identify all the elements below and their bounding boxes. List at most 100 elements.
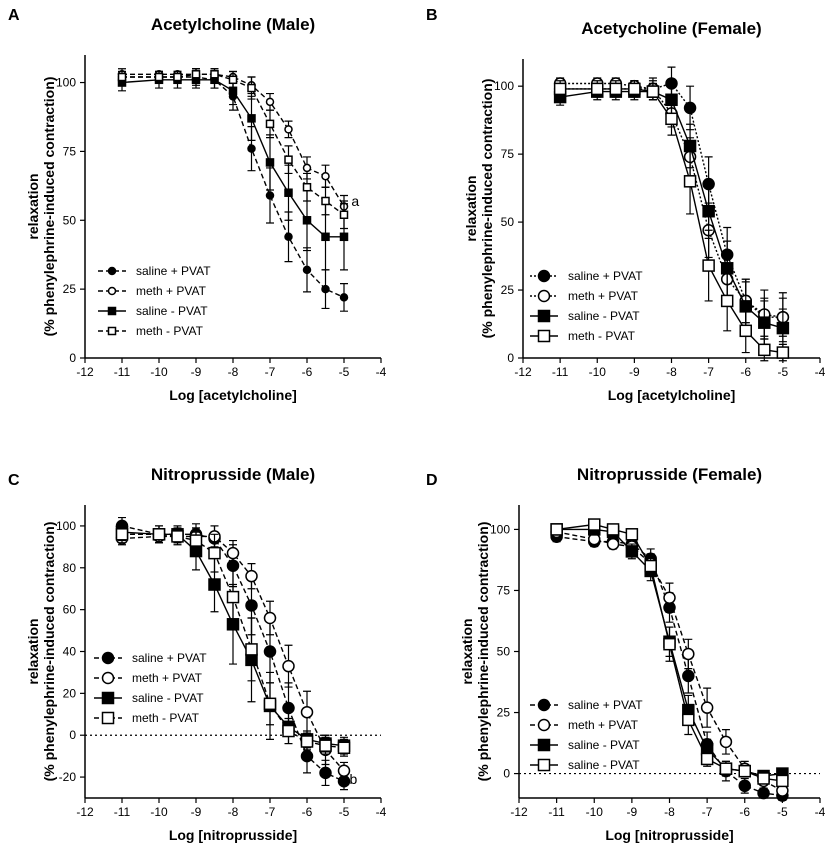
x-tick-label: -8	[228, 805, 239, 819]
data-point	[321, 171, 330, 181]
data-point	[191, 70, 201, 79]
y-tick-label: 20	[63, 686, 77, 700]
data-point	[247, 144, 256, 153]
x-tick-label: -7	[702, 805, 713, 819]
y-tick-label: 100	[490, 522, 510, 536]
x-tick-label: -12	[76, 805, 94, 819]
data-point	[154, 72, 164, 82]
data-point	[682, 669, 695, 683]
y-axis-label-line1: relaxation	[463, 175, 479, 241]
data-point	[700, 752, 714, 766]
data-point	[663, 591, 676, 605]
legend-label: saline + PVAT	[568, 269, 643, 283]
y-tick-label: 75	[497, 583, 511, 597]
y-tick-label: 50	[501, 215, 515, 229]
data-point	[300, 735, 314, 748]
data-point	[757, 786, 770, 800]
x-tick-label: -7	[265, 805, 276, 819]
data-point	[646, 85, 660, 98]
series-saline-pvat-2	[117, 70, 349, 271]
legend-label: meth - PVAT	[568, 329, 636, 343]
y-tick-label: 0	[507, 351, 514, 365]
data-point	[319, 739, 332, 752]
x-tick-label: -4	[376, 805, 387, 819]
legend-marker	[101, 691, 115, 705]
x-tick-label: -11	[552, 365, 569, 379]
data-point	[337, 764, 351, 778]
y-tick-label: 60	[63, 603, 77, 617]
x-tick-label: -9	[191, 805, 202, 819]
legend-marker	[537, 758, 551, 772]
legend-marker	[537, 698, 551, 712]
data-point	[208, 578, 221, 591]
data-point	[339, 293, 349, 302]
legend-label: meth + PVAT	[568, 289, 639, 303]
legend-label: saline + PVAT	[136, 264, 211, 278]
y-tick-label: 100	[494, 79, 514, 93]
y-tick-label: 25	[501, 283, 515, 297]
x-tick-label: -5	[339, 805, 350, 819]
data-point	[758, 343, 771, 357]
legend-label: saline + PVAT	[132, 651, 207, 665]
x-tick-label: -8	[664, 805, 675, 819]
x-tick-label: -9	[191, 365, 202, 379]
x-tick-label: -4	[815, 365, 826, 379]
data-point	[321, 284, 330, 294]
data-point	[245, 569, 258, 583]
data-point	[702, 259, 715, 272]
x-tick-label: -7	[265, 365, 276, 379]
data-point	[302, 216, 312, 225]
data-point	[152, 528, 166, 541]
legend: saline + PVAT meth + PVAT saline - PVAT met…	[530, 269, 643, 343]
y-axis-label-line1: relaxation	[25, 173, 41, 239]
legend-marker	[107, 266, 117, 276]
legend-marker	[537, 738, 551, 752]
x-tick-label: -11	[114, 365, 131, 379]
data-point	[606, 523, 620, 536]
x-tick-label: -6	[740, 365, 751, 379]
legend-marker	[537, 309, 551, 323]
x-tick-label: -10	[150, 805, 168, 819]
data-point	[263, 645, 277, 658]
x-axis-label: Log [nitroprusside]	[605, 827, 733, 843]
legend-label: meth + PVAT	[136, 284, 207, 298]
data-point	[247, 83, 256, 93]
data-point	[758, 316, 771, 329]
data-point	[189, 534, 203, 547]
data-point	[757, 772, 770, 785]
legend-label: saline - PVAT	[568, 758, 640, 772]
panel-letter: A	[8, 7, 20, 24]
data-point	[319, 766, 332, 780]
y-tick-label: 100	[56, 519, 76, 533]
data-point	[284, 232, 293, 242]
panel-a: A Acetylcholine (Male) -12 -11 -10 -9 -8 -7 -6 -5…	[8, 7, 387, 403]
x-axis-label: Log [nitroprusside]	[169, 827, 297, 843]
data-point	[321, 232, 330, 242]
x-tick-label: -11	[548, 805, 565, 819]
y-axis-label-line2: (% phenylephrine-induced contraction)	[475, 522, 491, 782]
chart-title: Nitroprusside (Male)	[151, 465, 315, 484]
data-point	[739, 324, 752, 338]
series-meth-pvat-3	[553, 80, 790, 362]
chart-title: Nitroprusside (Female)	[577, 465, 762, 484]
legend: saline + PVAT meth + PVAT saline - PVAT met…	[98, 264, 211, 338]
x-tick-label: -10	[589, 365, 607, 379]
panel-b: B Acetycholine (Female) -12 -11 -10 -9 -8 -7 -6 -…	[426, 7, 826, 403]
legend-label: saline - PVAT	[568, 309, 640, 323]
data-point	[245, 599, 258, 612]
data-point	[302, 182, 312, 192]
x-tick-label: -5	[778, 365, 789, 379]
y-axis-label-line2: (% phenylephrine-induced contraction)	[479, 79, 495, 339]
data-point	[683, 175, 697, 188]
data-point	[226, 546, 240, 560]
data-point	[265, 158, 275, 167]
data-point	[228, 75, 238, 85]
y-axis-label-line1: relaxation	[459, 618, 475, 684]
x-tick-label: -11	[114, 805, 131, 819]
legend-label: meth + PVAT	[132, 671, 203, 685]
data-point	[265, 119, 275, 129]
data-point	[665, 112, 678, 126]
data-point	[776, 346, 790, 359]
y-tick-label: 50	[497, 645, 511, 659]
panel-letter: B	[426, 7, 438, 24]
